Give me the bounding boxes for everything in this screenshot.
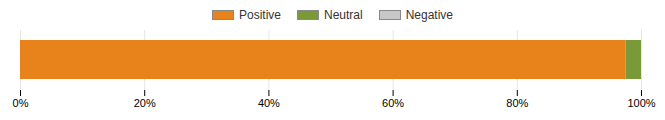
svg-text:80%: 80% — [506, 97, 528, 109]
svg-text:40%: 40% — [258, 97, 280, 109]
svg-text:100%: 100% — [627, 97, 655, 109]
svg-text:60%: 60% — [382, 97, 404, 109]
html-text:Negative: Negative — [405, 8, 453, 22]
svg-text:20%: 20% — [134, 97, 156, 109]
svg-text:0%: 0% — [13, 97, 29, 109]
html-text:Neutral: Neutral — [324, 8, 363, 22]
html-text:Positive: Positive — [239, 8, 281, 22]
